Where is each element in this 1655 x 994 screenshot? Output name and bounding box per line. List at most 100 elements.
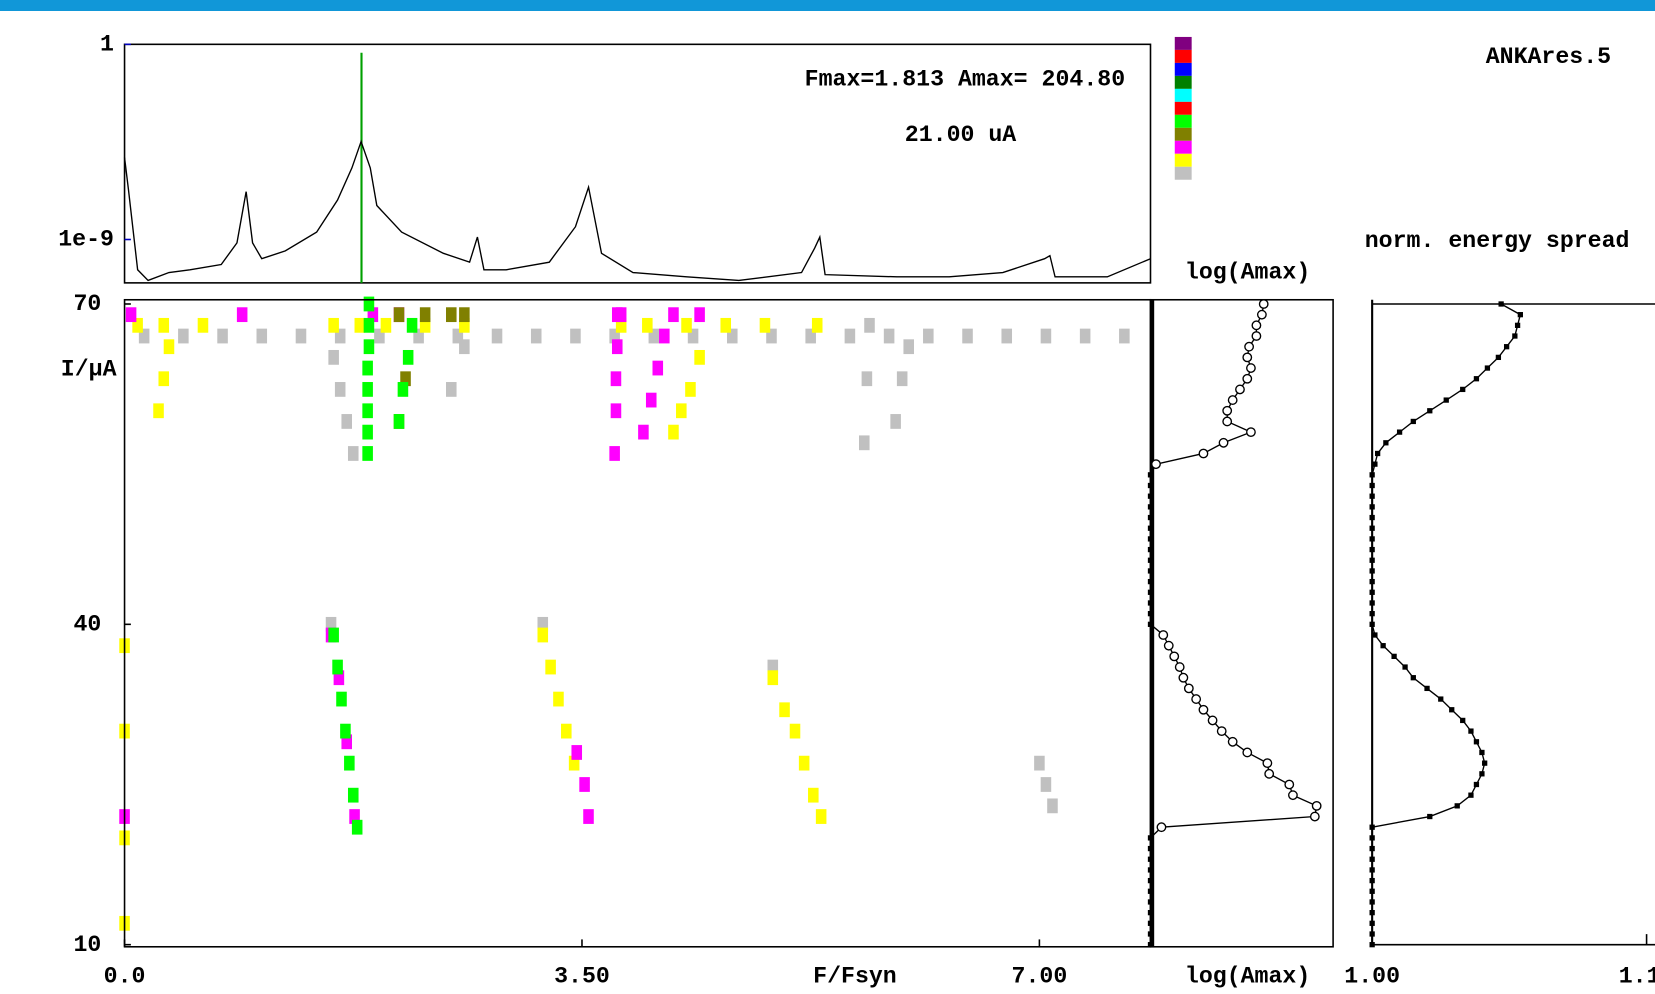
amax-frame — [1149, 298, 1334, 948]
heat-cell — [362, 382, 373, 397]
marker — [1369, 546, 1375, 553]
color-swatch — [1174, 166, 1192, 180]
heat-cell — [256, 328, 268, 344]
heat-cell — [197, 317, 209, 333]
marker — [1468, 792, 1474, 798]
marker — [1258, 299, 1269, 309]
y-axis-label: I/μA — [61, 357, 117, 383]
heat-cell — [1119, 328, 1130, 344]
heat-cell — [530, 328, 542, 344]
annotation: Fmax=1.813 Amax= 204.80 — [805, 66, 1125, 92]
marker — [1178, 672, 1189, 683]
marker — [1147, 899, 1154, 905]
heat-cell — [340, 723, 351, 739]
marker — [1410, 418, 1416, 425]
heat-cell — [163, 339, 175, 355]
heat-cell — [759, 317, 771, 333]
marker — [1374, 450, 1381, 457]
file-label: ANKAres.5 — [1486, 44, 1611, 70]
marker — [1147, 888, 1154, 894]
marker — [1147, 472, 1154, 478]
x-axis-label: log(Amax) — [1185, 963, 1310, 989]
marker — [1207, 715, 1218, 726]
heat-cell — [896, 371, 908, 387]
marker — [1454, 803, 1460, 809]
heat-cell — [295, 328, 307, 344]
color-swatch — [1174, 114, 1192, 128]
heat-cell — [611, 307, 623, 323]
marker — [1369, 536, 1375, 542]
marker — [1380, 643, 1386, 649]
marker — [1424, 685, 1430, 692]
heat-cell — [610, 371, 622, 387]
heat-cell — [537, 627, 549, 643]
heat-cell — [579, 777, 590, 792]
heat-cell — [645, 392, 657, 408]
marker — [1438, 696, 1444, 702]
heat-cell — [328, 317, 339, 333]
spectrum-frame — [123, 43, 1152, 284]
heat-cell — [362, 403, 373, 419]
heat-cell — [903, 339, 914, 355]
heat-cell — [138, 328, 150, 344]
marker — [1514, 322, 1521, 328]
heat-cell — [767, 659, 779, 675]
marker — [1147, 514, 1154, 521]
heat-cell — [648, 328, 660, 344]
marker — [1369, 514, 1375, 521]
marker — [1147, 867, 1154, 873]
marker — [1369, 942, 1375, 948]
marker — [1222, 416, 1233, 427]
heat-cell — [236, 307, 248, 323]
marker — [1227, 736, 1238, 747]
marker — [1369, 856, 1375, 862]
marker — [1147, 568, 1154, 574]
y-tick-label: 10 — [73, 932, 101, 958]
marker — [1473, 781, 1480, 788]
marker — [1427, 813, 1433, 820]
heat-cell — [153, 403, 164, 419]
heat-cell — [890, 414, 901, 429]
heat-cell — [923, 328, 934, 344]
top-bar — [0, 0, 1655, 11]
marker — [1147, 557, 1154, 563]
marker — [1158, 630, 1169, 640]
marker — [1369, 877, 1375, 884]
color-swatch — [1174, 101, 1192, 115]
heat-cell — [571, 745, 583, 760]
marker — [1174, 662, 1185, 672]
marker — [1391, 653, 1397, 660]
marker — [1402, 664, 1408, 670]
marker — [1216, 726, 1227, 737]
marker — [1498, 301, 1504, 307]
heat-cell — [798, 755, 810, 771]
heat-cell — [1001, 328, 1013, 344]
y-tick-label: 40 — [73, 611, 101, 637]
marker — [1147, 482, 1154, 489]
heat-cell — [363, 296, 375, 312]
color-swatch — [1174, 49, 1192, 63]
heat-cell — [351, 819, 363, 835]
marker — [1479, 749, 1485, 756]
marker — [1147, 931, 1154, 937]
heat-cell — [659, 328, 670, 344]
marker — [1372, 461, 1378, 467]
heat-cell — [363, 339, 375, 355]
marker — [1147, 493, 1154, 499]
x-tick-label: 3.50 — [554, 963, 610, 989]
x-tick-label: 1.10 — [1619, 963, 1655, 989]
marker — [1512, 333, 1518, 339]
heat-cell — [419, 307, 431, 323]
heat-cell — [766, 328, 777, 344]
heat-cell — [374, 328, 385, 344]
heat-cell — [393, 307, 405, 323]
heat-cell — [681, 317, 692, 333]
spectrum-line — [123, 139, 1151, 282]
heat-cell — [652, 360, 664, 376]
heat-cell — [397, 382, 409, 397]
heat-cell — [132, 317, 143, 333]
marker — [1369, 504, 1375, 510]
heat-cell — [861, 371, 873, 387]
marker — [1484, 365, 1491, 371]
marker — [1147, 504, 1154, 510]
